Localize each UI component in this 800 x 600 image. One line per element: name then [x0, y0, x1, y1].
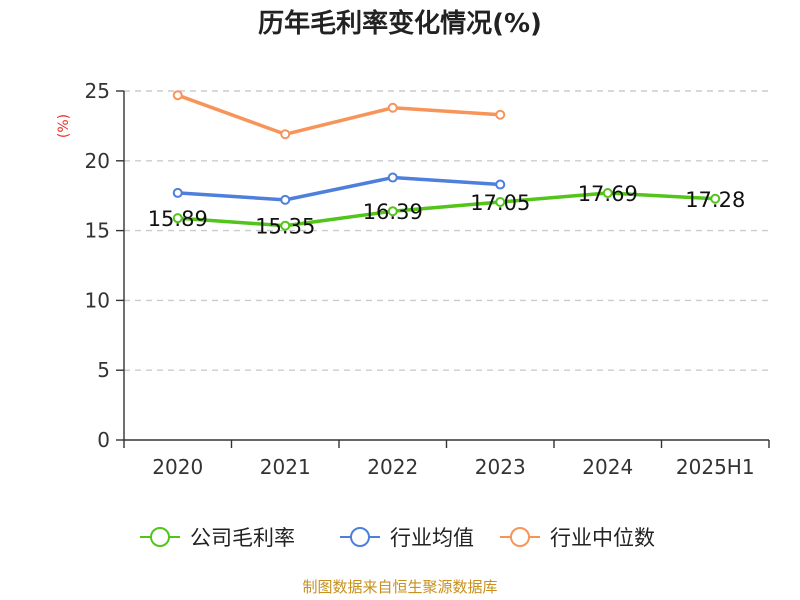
data-labels: 15.89 15.35 16.39 17.05 17.69 17.28	[148, 182, 746, 239]
data-label: 17.69	[578, 182, 638, 206]
legend-marker-icon	[150, 527, 170, 547]
data-point	[495, 109, 506, 120]
series-line	[176, 175, 502, 202]
data-label: 16.39	[363, 200, 423, 224]
data-label: 15.35	[255, 215, 315, 239]
data-point	[710, 193, 721, 204]
y-tick-label: 15	[85, 219, 110, 243]
y-axis-unit-label: (%)	[56, 114, 72, 138]
y-tick-label: 5	[97, 358, 110, 382]
x-tick-label: 2025H1	[676, 455, 755, 479]
series-2	[172, 90, 506, 140]
y-tick-label: 20	[85, 149, 110, 173]
legend-label: 公司毛利率	[190, 526, 295, 550]
y-tick-label: 0	[97, 428, 110, 452]
legend-label: 行业中位数	[550, 526, 655, 550]
data-point	[602, 188, 613, 199]
x-tick-label: 2020	[152, 455, 203, 479]
series-line	[176, 93, 502, 137]
legend: 公司毛利率 行业均值 行业中位数	[140, 526, 655, 550]
legend-item-2[interactable]: 行业中位数	[500, 526, 655, 550]
legend-marker-icon	[510, 527, 530, 547]
data-point	[387, 102, 398, 113]
x-tick-label: 2024	[582, 455, 633, 479]
axes: 0 5 10 15 20 25 2020 2021 2022 2023 2024 2025H1	[85, 79, 770, 479]
y-tick-label: 10	[85, 288, 110, 312]
data-label: 17.28	[685, 188, 745, 212]
x-tick-label: 2023	[475, 455, 526, 479]
data-point	[387, 172, 398, 183]
data-point	[280, 220, 291, 231]
chart-title: 历年毛利率变化情况(%)	[258, 8, 542, 39]
legend-item-0[interactable]: 公司毛利率	[140, 526, 295, 550]
data-label: 17.05	[470, 191, 530, 215]
y-tick-label: 25	[85, 79, 110, 103]
data-point	[495, 179, 506, 190]
legend-label: 行业均值	[390, 526, 474, 550]
series-0	[172, 188, 721, 231]
x-tick-label: 2021	[260, 455, 311, 479]
x-tick-label: 2022	[367, 455, 418, 479]
data-point	[495, 196, 506, 207]
source-text: 制图数据来自恒生聚源数据库	[302, 578, 497, 596]
data-point	[172, 187, 183, 198]
data-label: 15.89	[148, 207, 208, 231]
legend-marker-icon	[350, 527, 370, 547]
series-line	[176, 191, 717, 228]
data-point	[280, 194, 291, 205]
data-point	[280, 129, 291, 140]
data-point	[387, 206, 398, 217]
data-point	[172, 90, 183, 101]
grid	[124, 90, 769, 371]
series-1	[172, 172, 506, 205]
series-layer	[172, 90, 721, 231]
data-point	[172, 213, 183, 224]
legend-item-1[interactable]: 行业均值	[340, 526, 474, 550]
